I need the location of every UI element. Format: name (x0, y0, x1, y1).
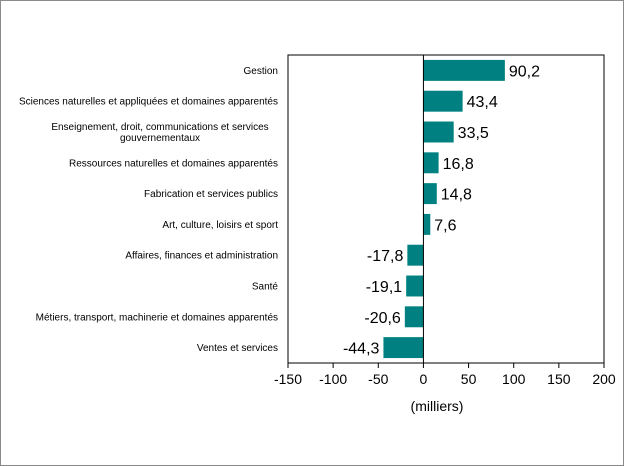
bar (423, 121, 454, 143)
value-label: -44,3 (343, 341, 380, 358)
value-label: 90,2 (509, 63, 540, 80)
category-label: Fabrication et services publics (144, 189, 278, 200)
category-label: Ressources naturelles et domaines appare… (69, 158, 278, 169)
value-label: 33,5 (458, 125, 489, 142)
value-label: 16,8 (443, 156, 474, 173)
x-tick-label: -150 (274, 371, 302, 387)
bar (423, 152, 439, 174)
category-label: Enseignement, droit, communications et s… (51, 122, 268, 133)
category-label: Affaires, finances et administration (125, 251, 278, 262)
category-labels: Gestion Sciences naturelles et appliquées… (19, 66, 278, 354)
x-tick-label: 200 (592, 371, 616, 387)
bar (404, 306, 424, 328)
bar (406, 275, 424, 297)
category-label: Santé (252, 282, 279, 293)
x-tick-label: 0 (420, 371, 428, 387)
value-label: -19,1 (366, 279, 403, 296)
x-tick-label: 100 (502, 371, 526, 387)
category-label: Ventes et services (197, 343, 278, 354)
axes-group: -150 -100 -50 0 50 100 150 200 (274, 54, 616, 387)
bar (383, 337, 424, 359)
plot-area-border (287, 54, 605, 364)
category-label: Sciences naturelles et appliquées et dom… (19, 97, 278, 108)
value-label: 43,4 (467, 94, 498, 111)
value-label: -17,8 (367, 248, 404, 265)
category-label: gouvernementaux (120, 133, 200, 144)
x-tick-label: -50 (368, 371, 388, 387)
bar (423, 90, 463, 112)
category-label: Art, culture, loisirs et sport (162, 220, 278, 231)
bar (407, 244, 424, 266)
bar (423, 183, 437, 205)
bar (423, 59, 505, 81)
x-axis-title: (milliers) (411, 398, 464, 414)
x-tick-label: -100 (319, 371, 347, 387)
category-label: Métiers, transport, machinerie et domain… (36, 312, 278, 323)
value-label: 7,6 (434, 217, 456, 234)
category-label: Gestion (244, 66, 278, 77)
value-label: -20,6 (364, 310, 401, 327)
value-labels: 90,2 43,4 33,5 16,8 14,8 7,6 -17,8 -19,1 -20,6 -4… (343, 63, 540, 357)
bars-group (383, 59, 505, 359)
bar (423, 213, 431, 235)
x-tick-label: 150 (547, 371, 571, 387)
value-label: 14,8 (441, 187, 472, 204)
x-tick-label: 50 (461, 371, 477, 387)
